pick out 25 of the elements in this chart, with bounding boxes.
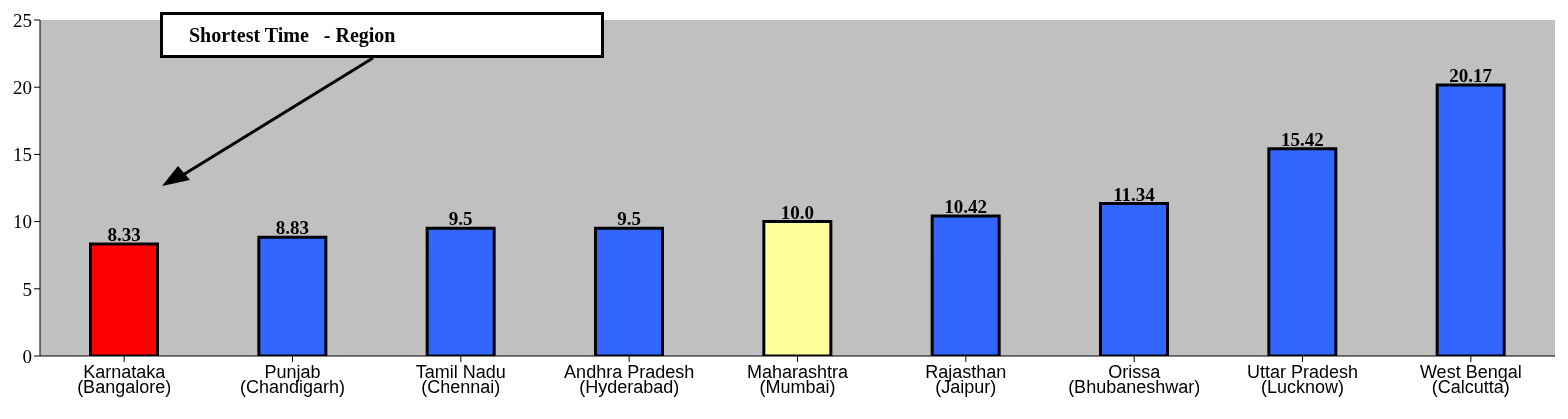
y-tick-label: 10 [13, 211, 32, 233]
data-label: 9.5 [617, 208, 641, 230]
data-label: 9.5 [448, 208, 473, 230]
x-tick-label: Tamil Nadu (Chennai) [415, 362, 506, 397]
data-label: 10.0 [780, 201, 814, 223]
y-tick-label: 5 [22, 278, 32, 300]
x-tick-label: Orissa (Bhubaneshwar) [1068, 362, 1201, 397]
data-label: 11.34 [1113, 183, 1156, 205]
y-tick-label: 15 [13, 144, 32, 166]
y-tick-label: 25 [13, 9, 32, 31]
x-tick-label: Uttar Pradesh (Lucknow) [1246, 362, 1359, 397]
x-tick-label: Maharashtra (Mumbai) [746, 362, 850, 397]
x-tick-label: Karnataka (Bangalore) [77, 362, 172, 397]
x-tick-label: Andhra Pradesh (Hyderabad) [564, 362, 695, 397]
data-label: 20.17 [1449, 64, 1493, 86]
x-tick-label: West Bengal (Calcutta) [1419, 362, 1522, 397]
y-tick-label: 0 [22, 345, 32, 367]
data-label: 15.42 [1280, 128, 1324, 150]
x-tick-label: Rajasthan (Jaipur) [925, 362, 1007, 397]
x-tick-label: Punjab (Chandigarh) [239, 362, 346, 397]
y-tick-label: 20 [13, 76, 32, 98]
data-label: 10.42 [944, 195, 988, 217]
data-label: 8.33 [107, 224, 141, 246]
data-label: 8.83 [275, 217, 309, 239]
callout-box: Shortest Time - Region [160, 12, 604, 58]
